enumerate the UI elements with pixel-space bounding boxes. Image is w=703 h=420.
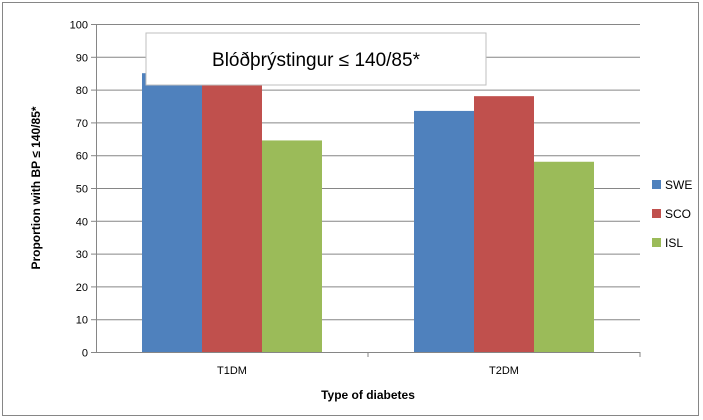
y-tick-label: 80	[76, 85, 88, 97]
title-callout-box	[145, 32, 487, 86]
bar-isl-t1dm	[262, 140, 322, 352]
bar-swe-t1dm	[142, 73, 202, 352]
legend-label-swe: SWE	[665, 178, 692, 192]
x-tick-labels: T1DM T2DM	[217, 352, 641, 377]
y-tick-label: 20	[76, 282, 88, 294]
legend-label-sco: SCO	[665, 207, 691, 221]
legend-swatch-sco	[652, 209, 661, 218]
legend-swatch-isl	[652, 238, 661, 247]
bar-isl-t2dm	[534, 161, 594, 352]
bar-swe-t2dm	[414, 110, 474, 352]
x-axis-title: Type of diabetes	[321, 388, 415, 402]
y-tick-label: 10	[76, 315, 88, 327]
legend: SWE SCO ISL	[652, 178, 692, 250]
bar-sco-t1dm	[202, 83, 262, 352]
x-tick-label: T1DM	[217, 365, 247, 377]
y-tick-label: 30	[76, 249, 88, 261]
y-tick-label: 90	[76, 52, 88, 64]
bars	[142, 73, 594, 352]
bar-sco-t2dm	[474, 96, 534, 352]
title-callout: Blóðþrýstingur ≤ 140/85*	[145, 32, 487, 86]
x-tick-label: T2DM	[489, 365, 519, 377]
y-tick-label: 70	[76, 118, 88, 130]
y-axis-title: Proportion with BP ≤ 140/85*	[29, 106, 43, 269]
y-tick-label: 0	[82, 348, 88, 360]
y-tick-label: 40	[76, 216, 88, 228]
y-tick-label: 50	[76, 184, 88, 196]
y-tick-label: 100	[70, 20, 88, 32]
y-tick-labels: 0 10 20 30 40 50 60 70 80 90 100	[70, 20, 96, 360]
legend-label-isl: ISL	[665, 236, 683, 250]
legend-swatch-swe	[652, 180, 661, 189]
chart-title: Blóðþrýstingur ≤ 140/85*	[212, 50, 421, 71]
y-tick-label: 60	[76, 151, 88, 163]
